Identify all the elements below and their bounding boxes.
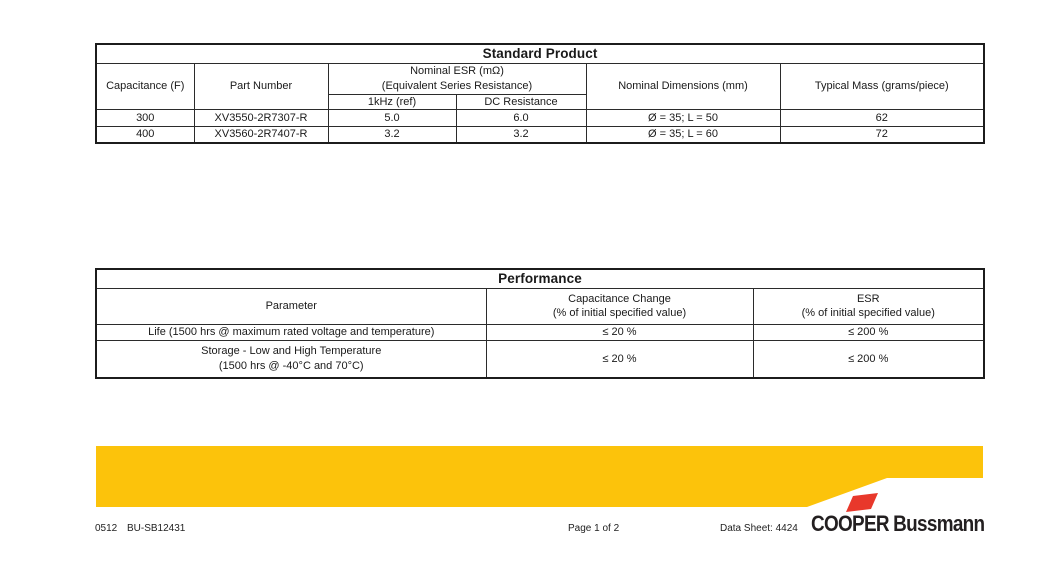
standard-product-title: Standard Product — [95, 43, 985, 64]
performance-title-row: Performance — [95, 268, 985, 289]
logo-mark-icon — [846, 493, 878, 512]
brand-name-cooper: COOPER — [811, 511, 890, 536]
cell-part-number: XV3560-2R7407-R — [193, 125, 329, 144]
standard-product-table: Standard Product Capacitance (F) Part Nu… — [95, 43, 986, 145]
col-header-cap-change: Capacitance Change (% of initial specifi… — [485, 287, 754, 325]
performance-header-row: Parameter Capacitance Change (% of initi… — [95, 287, 985, 325]
footer-page-indicator: Page 1 of 2 — [568, 523, 620, 534]
brand-name-bussmann: Bussmann — [893, 511, 985, 536]
cell-dimensions: Ø = 35; L = 60 — [585, 125, 781, 144]
col-header-mass: Typical Mass (grams/piece) — [779, 62, 985, 110]
brand-logo: COOPER Bussmann — [811, 511, 985, 537]
esr-group-line1: Nominal ESR (mΩ) — [410, 65, 504, 78]
cell-mass: 62 — [779, 108, 985, 127]
footer-datasheet-number: Data Sheet: 4424 — [720, 523, 798, 534]
cell-cap-change: ≤ 20 % — [485, 339, 754, 379]
col-header-dc-resistance: DC Resistance — [455, 93, 587, 110]
cap-change-line1: Capacitance Change — [568, 292, 671, 305]
table-row: Storage - Low and High Temperature (1500… — [95, 339, 985, 379]
col-header-capacitance: Capacitance (F) — [95, 62, 195, 110]
cell-parameter: Life (1500 hrs @ maximum rated voltage a… — [95, 323, 487, 341]
cell-parameter: Storage - Low and High Temperature (1500… — [95, 339, 487, 379]
col-header-1khz: 1kHz (ref) — [327, 93, 457, 110]
cell-esr-1khz: 5.0 — [327, 108, 457, 127]
standard-product-title-row: Standard Product — [95, 43, 985, 64]
cell-capacitance: 300 — [95, 108, 195, 127]
cell-esr: ≤ 200 % — [752, 339, 985, 379]
performance-table: Performance Parameter Capacitance Change… — [95, 268, 985, 380]
cell-dimensions: Ø = 35; L = 50 — [585, 108, 781, 127]
cell-esr-dc: 3.2 — [455, 125, 587, 144]
col-header-esr-group: Nominal ESR (mΩ) (Equivalent Series Resi… — [327, 62, 587, 95]
cell-part-number: XV3550-2R7307-R — [193, 108, 329, 127]
cell-esr-1khz: 3.2 — [327, 125, 457, 144]
table-row: 400 XV3560-2R7407-R 3.2 3.2 Ø = 35; L = … — [95, 125, 985, 144]
col-header-esr: ESR (% of initial specified value) — [752, 287, 985, 325]
esr-group-line2: (Equivalent Series Resistance) — [381, 79, 533, 92]
table-row: 300 XV3550-2R7307-R 5.0 6.0 Ø = 35; L = … — [95, 108, 985, 127]
standard-product-header-row: Capacitance (F) Part Number Nominal ESR … — [95, 62, 985, 110]
esr-line1: ESR — [856, 292, 880, 305]
col-header-parameter: Parameter — [95, 287, 487, 325]
cell-cap-change: ≤ 20 % — [485, 323, 754, 341]
footer-document-code: BU-SB12431 — [127, 523, 186, 534]
col-header-part-number: Part Number — [193, 62, 329, 110]
standard-product-subheader-row: 1kHz (ref) DC Resistance — [96, 93, 984, 110]
cell-mass: 72 — [779, 125, 985, 144]
cell-esr-dc: 6.0 — [455, 108, 587, 127]
cap-change-line2: (% of initial specified value) — [552, 307, 687, 320]
cell-esr: ≤ 200 % — [752, 323, 985, 341]
esr-line2: (% of initial specified value) — [801, 307, 935, 320]
cell-capacitance: 400 — [95, 125, 195, 144]
performance-title: Performance — [95, 268, 985, 289]
footer-revision-code: 0512 — [95, 523, 118, 534]
table-row: Life (1500 hrs @ maximum rated voltage a… — [95, 323, 985, 341]
col-header-dimensions: Nominal Dimensions (mm) — [585, 62, 781, 110]
